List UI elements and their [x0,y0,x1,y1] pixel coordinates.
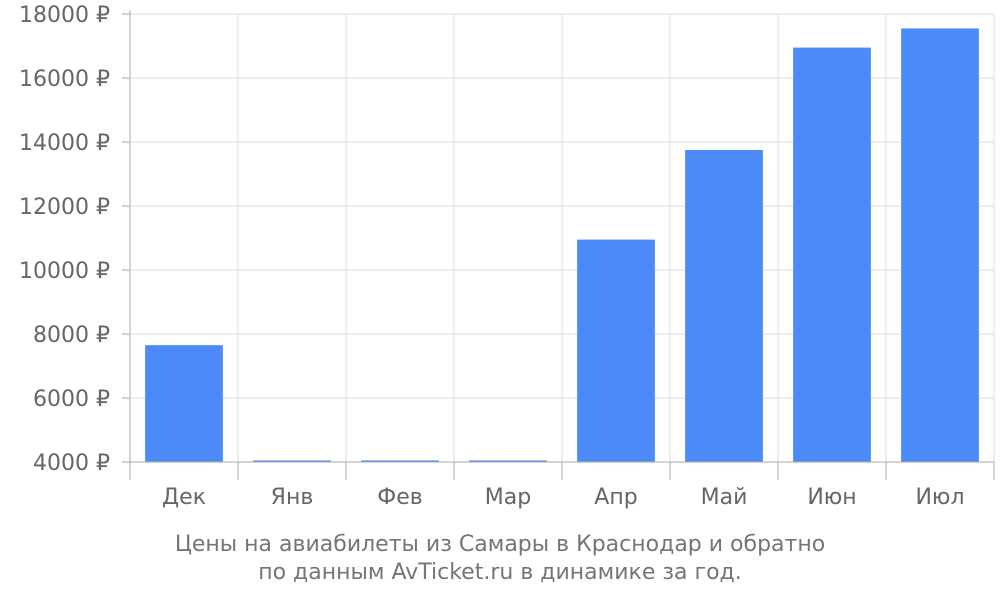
bar-Апр [577,239,655,462]
y-tick-label: 4000 ₽ [33,451,110,476]
x-tick-label: Янв [271,485,314,510]
bar-Июн [793,47,871,462]
y-tick-label: 16000 ₽ [19,67,110,92]
y-tick-label: 14000 ₽ [19,131,110,156]
grid-lines [129,13,995,463]
y-tick-label: 10000 ₽ [19,259,110,284]
y-tick-label: 8000 ₽ [33,323,110,348]
bar-chart: 4000 ₽ 6000 ₽ 8000 ₽ 10000 ₽ 12000 ₽ 14000 ₽ 1… [19,3,995,510]
x-tick-label: Июл [915,485,964,510]
x-tick-label: Июн [807,485,856,510]
caption-line-1: Цены на авиабилеты из Самары в Краснодар… [174,532,826,557]
y-axis-tick-labels: 4000 ₽ 6000 ₽ 8000 ₽ 10000 ₽ 12000 ₽ 14000 ₽ 1… [19,3,110,476]
x-tick-label: Дек [162,485,206,510]
bar-Июл [901,28,979,463]
x-tick-label: Май [701,485,748,510]
x-axis-tick-labels: Дек Янв Фев Мар Апр Май Июн Июл [162,485,965,510]
bar-Мар [469,460,547,462]
axes [122,10,995,480]
x-tick-label: Апр [594,485,637,510]
y-tick-label: 6000 ₽ [33,387,110,412]
bar-Янв [253,460,331,462]
y-tick-label: 12000 ₽ [19,195,110,220]
bar-Май [685,150,763,462]
bars [145,28,979,463]
y-tick-label: 18000 ₽ [19,3,110,28]
x-tick-label: Фев [377,485,422,510]
caption-line-2: по данным AvTicket.ru в динамике за год. [258,560,742,585]
x-tick-label: Мар [485,485,531,510]
bar-Фев [361,460,439,462]
bar-Дек [145,345,223,462]
chart-caption: Цены на авиабилеты из Самары в Краснодар… [0,531,1000,587]
